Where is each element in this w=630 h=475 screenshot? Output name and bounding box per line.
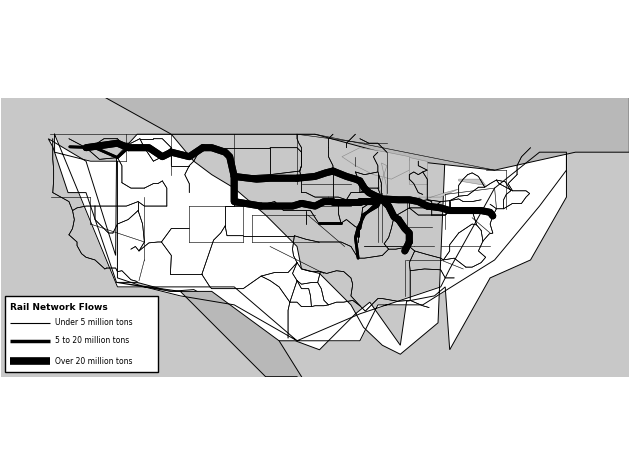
Polygon shape: [117, 283, 423, 475]
Text: Under 5 million tons: Under 5 million tons: [55, 318, 132, 327]
Text: Rail Network Flows: Rail Network Flows: [9, 303, 108, 312]
Polygon shape: [0, 0, 629, 170]
Polygon shape: [380, 163, 387, 200]
Polygon shape: [342, 148, 410, 179]
Text: Over 20 million tons: Over 20 million tons: [55, 357, 132, 366]
Polygon shape: [49, 134, 566, 354]
Polygon shape: [55, 134, 566, 341]
Polygon shape: [459, 179, 486, 185]
Text: 5 to 20 million tons: 5 to 20 million tons: [55, 336, 129, 345]
Polygon shape: [410, 157, 427, 184]
FancyBboxPatch shape: [5, 296, 158, 372]
Polygon shape: [418, 189, 459, 200]
